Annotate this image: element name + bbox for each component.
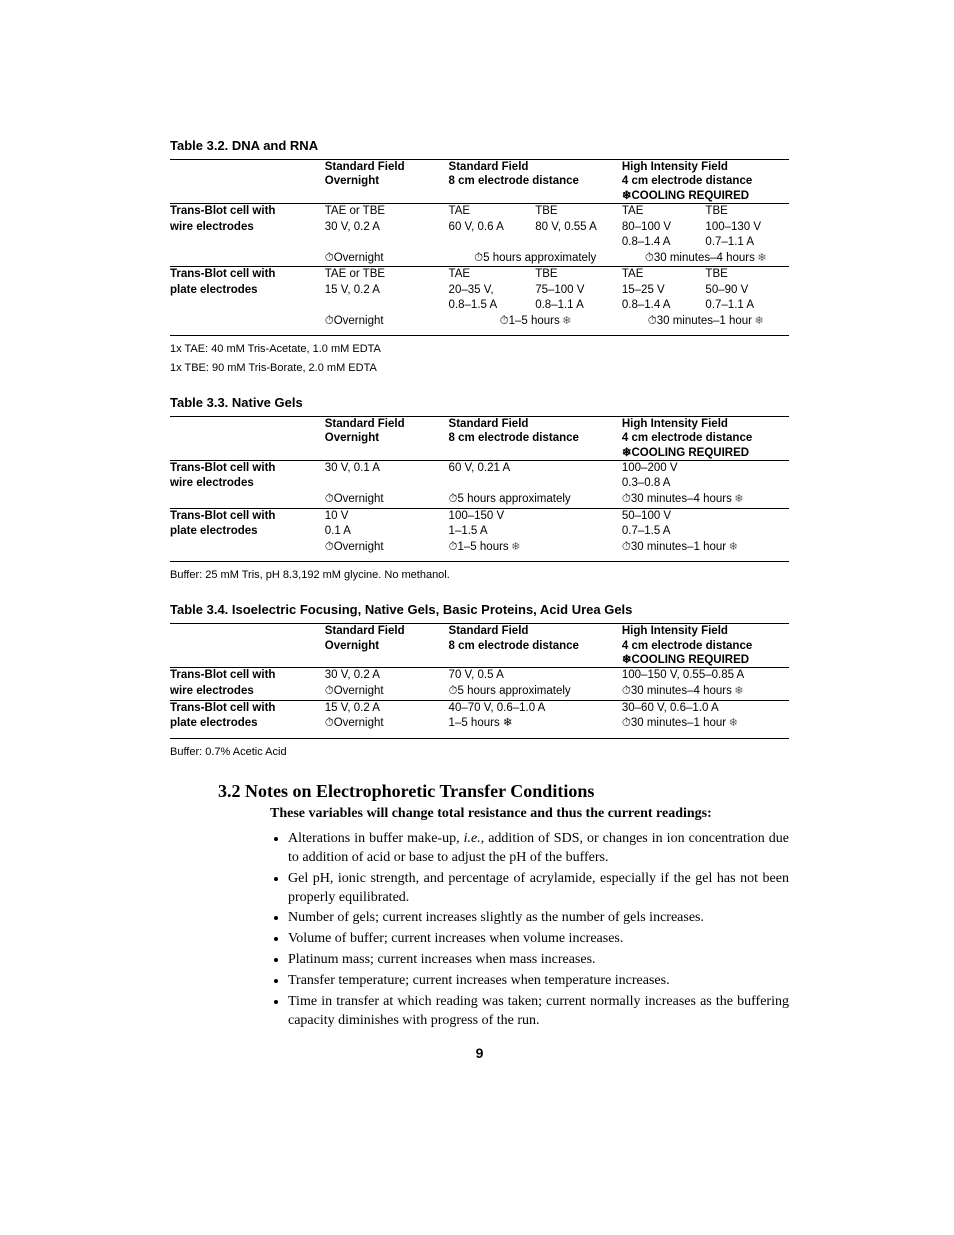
section-subheading: These variables will change total resist… — [270, 806, 789, 822]
th-hi: High Intensity Field 4 cm electrode dist… — [622, 624, 789, 668]
table33-foot: Buffer: 25 mM Tris, pH 8.3,192 mM glycin… — [170, 568, 789, 582]
cell-time: ⏱30 minutes–1 hour ❄ — [622, 540, 789, 562]
cell: 60 V, 0.21 A — [449, 460, 622, 492]
cell: TAE20–35 V,0.8–1.5 A — [449, 267, 536, 314]
cell: 50–100 V0.7–1.5 A — [622, 508, 789, 540]
cell-time: ⏱30 minutes–1 hour ❄ — [622, 314, 789, 336]
list-item: Alterations in buffer make-up, i.e., add… — [288, 830, 789, 868]
cell: 100–150 V, 0.55–0.85 A⏱30 minutes–4 hour… — [622, 668, 789, 700]
page-number: 9 — [170, 1045, 789, 1061]
table32-title: Table 3.2. DNA and RNA — [170, 138, 789, 153]
cell: TBE75–100 V0.8–1.1 A — [535, 267, 622, 314]
row-wire-label: Trans-Blot cell withwire electrodes — [170, 460, 325, 492]
section-heading: 3.2 Notes on Electrophoretic Transfer Co… — [218, 781, 789, 802]
th-sf-8cm: Standard Field8 cm electrode distance — [449, 624, 622, 668]
list-item: Platinum mass; current increases when ma… — [288, 951, 789, 970]
cell-time: ⏱30 minutes–4 hours ❄ — [622, 251, 789, 267]
cell: TAE80–100 V0.8–1.4 A — [622, 204, 706, 251]
cell-time: ⏱5 hours approximately — [449, 492, 622, 508]
cell: 30–60 V, 0.6–1.0 A⏱30 minutes–1 hour ❄ — [622, 700, 789, 738]
row-wire-label: Trans-Blot cell withwire electrodes — [170, 204, 325, 251]
cell: 70 V, 0.5 A⏱5 hours approximately — [449, 668, 622, 700]
cell: TAE or TBE30 V, 0.2 A — [325, 204, 449, 251]
cell: 100–200 V0.3–0.8 A — [622, 460, 789, 492]
row-plate-label: Trans-Blot cell withplate electrodes — [170, 508, 325, 540]
th-sf-overnight: Standard FieldOvernight — [325, 624, 449, 668]
cell: TAE15–25 V0.8–1.4 A — [622, 267, 706, 314]
list-item: Gel pH, ionic strength, and percentage o… — [288, 870, 789, 908]
list-item: Volume of buffer; current increases when… — [288, 930, 789, 949]
cell: TAE or TBE15 V, 0.2 A — [325, 267, 449, 314]
th-sf-overnight: Standard FieldOvernight — [325, 416, 449, 460]
notes-list: Alterations in buffer make-up, i.e., add… — [270, 830, 789, 1031]
table34-foot: Buffer: 0.7% Acetic Acid — [170, 745, 789, 759]
cell-time: ⏱5 hours approximately — [449, 251, 622, 267]
th-sf-8cm: Standard Field8 cm electrode distance — [449, 160, 622, 204]
cell-time: ⏱Overnight — [325, 540, 449, 562]
cell-time: ⏱Overnight — [325, 251, 449, 267]
list-item: Transfer temperature; current increases … — [288, 972, 789, 991]
row-plate-label: Trans-Blot cell withplate electrodes — [170, 267, 325, 314]
th-sf-overnight: Standard FieldOvernight — [325, 160, 449, 204]
cell: TBE50–90 V0.7–1.1 A — [705, 267, 789, 314]
list-item: Time in transfer at which reading was ta… — [288, 993, 789, 1031]
cell: 40–70 V, 0.6–1.0 A1–5 hours ❄ — [449, 700, 622, 738]
cell-time: ⏱30 minutes–4 hours ❄ — [622, 492, 789, 508]
table34: Standard FieldOvernight Standard Field8 … — [170, 623, 789, 738]
th-hi: High Intensity Field 4 cm electrode dist… — [622, 160, 789, 204]
cell-time: ⏱Overnight — [325, 492, 449, 508]
table32-foot1: 1x TAE: 40 mM Tris-Acetate, 1.0 mM EDTA — [170, 342, 789, 356]
row-plate-label: Trans-Blot cell withplate electrodes — [170, 700, 325, 738]
th-hi: High Intensity Field 4 cm electrode dist… — [622, 416, 789, 460]
cell: 30 V, 0.2 A⏱Overnight — [325, 668, 449, 700]
table34-title: Table 3.4. Isoelectric Focusing, Native … — [170, 602, 789, 617]
list-item: Number of gels; current increases slight… — [288, 909, 789, 928]
cell: 100–150 V1–1.5 A — [449, 508, 622, 540]
cell: TAE60 V, 0.6 A — [449, 204, 536, 251]
table32: Standard FieldOvernight Standard Field8 … — [170, 159, 789, 336]
table32-foot2: 1x TBE: 90 mM Tris-Borate, 2.0 mM EDTA — [170, 361, 789, 375]
cell-time: ⏱1–5 hours ❄ — [449, 540, 622, 562]
cell: 10 V0.1 A — [325, 508, 449, 540]
cell: TBE100–130 V0.7–1.1 A — [705, 204, 789, 251]
table33: Standard FieldOvernight Standard Field8 … — [170, 416, 789, 562]
cell: 15 V, 0.2 A⏱Overnight — [325, 700, 449, 738]
cell-time: ⏱Overnight — [325, 314, 449, 336]
table33-title: Table 3.3. Native Gels — [170, 395, 789, 410]
th-sf-8cm: Standard Field8 cm electrode distance — [449, 416, 622, 460]
cell-time: ⏱1–5 hours ❄ — [449, 314, 622, 336]
row-wire-label: Trans-Blot cell withwire electrodes — [170, 668, 325, 700]
cell: 30 V, 0.1 A — [325, 460, 449, 492]
cell: TBE80 V, 0.55 A — [535, 204, 622, 251]
